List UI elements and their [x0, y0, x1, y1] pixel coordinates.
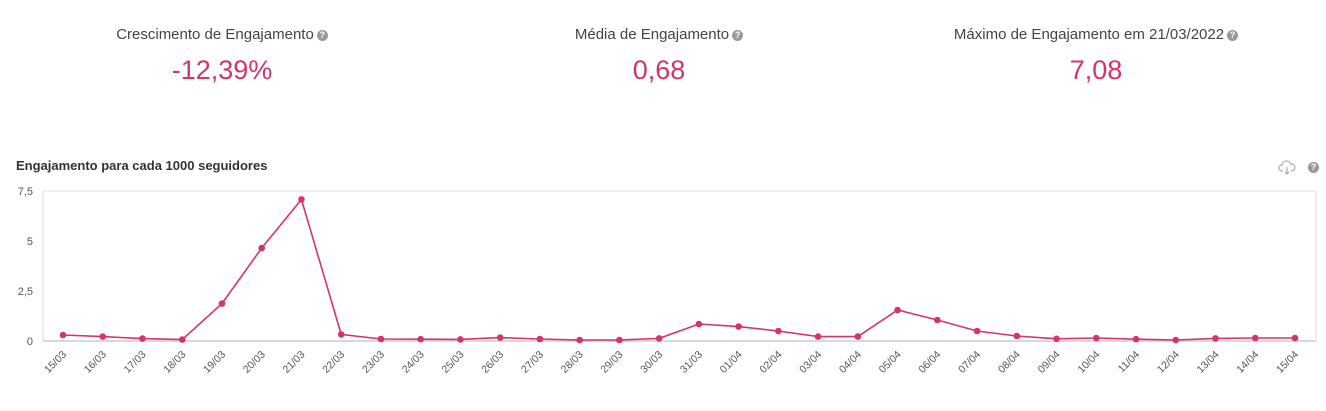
x-tick-label: 26/03 [479, 349, 506, 376]
help-icon[interactable]: ? [316, 29, 328, 41]
data-point [695, 320, 703, 328]
help-icon[interactable]: ? [1227, 29, 1239, 41]
data-point [139, 335, 146, 342]
x-tick-label: 10/04 [1075, 349, 1102, 376]
x-tick-label: 04/04 [837, 349, 864, 376]
kpi-label: Máximo de Engajamento em 21/03/2022 [953, 26, 1225, 43]
data-point [1092, 334, 1100, 342]
x-tick-label: 03/04 [797, 349, 824, 376]
x-tick-label: 06/04 [916, 349, 943, 376]
x-tick-label: 19/03 [201, 349, 228, 376]
kpi-maximum: Máximo de Engajamento em 21/03/2022? 7,0… [896, 26, 1296, 86]
x-tick-label: 07/04 [956, 349, 983, 376]
data-point [1172, 336, 1180, 344]
x-tick-label: 01/04 [718, 349, 745, 376]
kpi-label: Crescimento de Engajamento [116, 26, 314, 43]
data-point [258, 244, 266, 252]
kpi-label: Média de Engajamento [574, 26, 730, 43]
kpi-growth: Crescimento de Engajamento? -12,39% [22, 26, 422, 86]
data-point [1013, 332, 1021, 340]
y-tick-label: 7,5 [18, 186, 33, 198]
x-tick-label: 31/03 [678, 349, 705, 376]
x-tick-label: 29/03 [598, 349, 625, 376]
x-tick-label: 20/03 [241, 349, 268, 376]
data-point [735, 323, 742, 330]
x-tick-label: 14/04 [1234, 349, 1261, 376]
data-point [536, 335, 544, 343]
data-point [1291, 334, 1299, 342]
help-icon[interactable]: ? [1308, 162, 1319, 173]
data-point [417, 335, 424, 343]
data-point [99, 333, 107, 340]
x-tick-label: 17/03 [122, 349, 149, 376]
x-tick-label: 23/03 [360, 349, 387, 376]
x-tick-label: 18/03 [161, 349, 188, 376]
data-point [616, 336, 623, 344]
data-point [775, 327, 782, 335]
data-point [1132, 335, 1140, 343]
x-tick-label: 28/03 [559, 349, 586, 376]
data-point [854, 333, 862, 340]
x-tick-label: 08/04 [996, 349, 1023, 376]
x-tick-label: 25/03 [439, 349, 466, 376]
data-point [496, 334, 504, 341]
data-point [298, 196, 305, 203]
data-point [1053, 335, 1060, 343]
data-point [337, 331, 345, 338]
x-tick-label: 22/03 [320, 349, 347, 376]
data-point [934, 316, 941, 324]
y-tick-label: 2,5 [18, 286, 33, 298]
data-point [655, 335, 663, 342]
data-point [457, 336, 464, 343]
x-tick-label: 15/04 [1274, 349, 1301, 376]
x-tick-label: 30/03 [638, 349, 665, 376]
y-tick-label: 5 [27, 236, 33, 248]
data-point [894, 306, 901, 314]
kpi-average: Média de Engajamento? 0,68 [459, 26, 859, 86]
x-tick-label: 12/04 [1155, 349, 1182, 376]
x-tick-label: 21/03 [281, 349, 308, 376]
data-point [178, 336, 186, 343]
x-tick-label: 09/04 [1036, 349, 1063, 376]
plot-frame [42, 190, 1317, 342]
chart-title: Engajamento para cada 1000 seguidores [16, 158, 268, 173]
data-point [59, 331, 67, 339]
kpi-value: -12,39% [171, 55, 273, 85]
x-tick-label: 16/03 [82, 349, 109, 376]
kpi-value: 0,68 [632, 55, 686, 85]
data-point [576, 336, 583, 344]
data-point [218, 300, 226, 307]
y-tick-label: 0 [27, 336, 33, 348]
x-tick-label: 13/04 [1195, 349, 1222, 376]
data-point [814, 333, 822, 340]
x-tick-label: 27/03 [519, 349, 546, 376]
help-icon[interactable]: ? [732, 29, 744, 41]
data-point [1251, 334, 1259, 342]
series-line [62, 197, 1295, 341]
x-tick-label: 11/04 [1116, 349, 1143, 376]
x-tick-label: 02/04 [757, 349, 784, 376]
data-point [377, 335, 385, 343]
kpi-value: 7,08 [1069, 55, 1123, 85]
cloud-download-icon[interactable] [1278, 158, 1296, 181]
x-tick-label: 24/03 [400, 349, 427, 376]
x-tick-label: 15/03 [42, 349, 69, 376]
data-point [1212, 335, 1219, 342]
x-tick-label: 05/04 [877, 349, 904, 376]
data-point [973, 327, 981, 335]
